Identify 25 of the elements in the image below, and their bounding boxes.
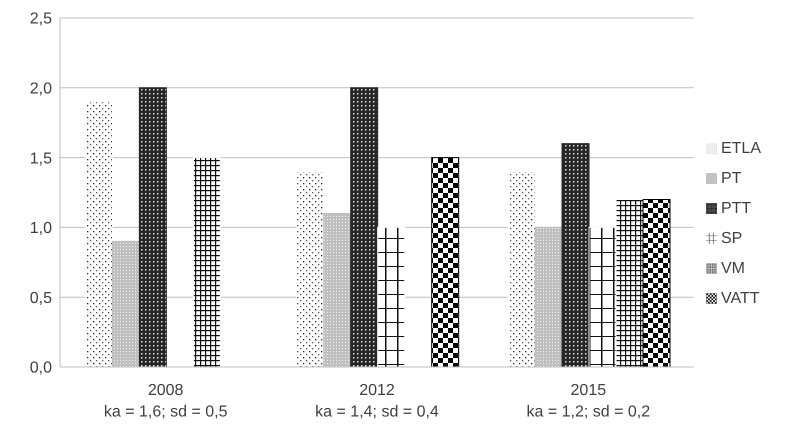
bar <box>84 101 113 367</box>
bar <box>508 171 536 367</box>
bar <box>296 171 324 367</box>
bar <box>138 87 167 367</box>
bar <box>562 143 590 367</box>
legend-label: VATT <box>720 290 760 306</box>
bar <box>377 226 406 367</box>
x-tick-label: 2015 ka = 1,2; sd = 0,2 <box>526 382 650 421</box>
y-tick-label: 1,5 <box>30 150 52 168</box>
legend-label: ETLA <box>720 140 761 156</box>
bar <box>350 87 378 367</box>
y-tick-label: 1,0 <box>30 220 52 238</box>
y-tick-label: 2,0 <box>30 80 52 98</box>
bar <box>642 198 671 367</box>
bar <box>192 157 221 367</box>
legend-label: SP <box>720 230 742 246</box>
legend-label: VM <box>720 260 745 276</box>
legend-label: PTT <box>720 200 752 216</box>
x-tick-label: 2008 ka = 1,6; sd = 0,5 <box>104 382 228 421</box>
legend-label: PT <box>720 170 742 186</box>
y-tick-label: 0,0 <box>30 360 52 377</box>
x-tick-label: 2012 ka = 1,4; sd = 0,4 <box>315 382 439 421</box>
y-tick-label: 0,5 <box>30 290 52 307</box>
bar <box>431 157 460 367</box>
y-tick-label: 2,5 <box>30 10 52 28</box>
